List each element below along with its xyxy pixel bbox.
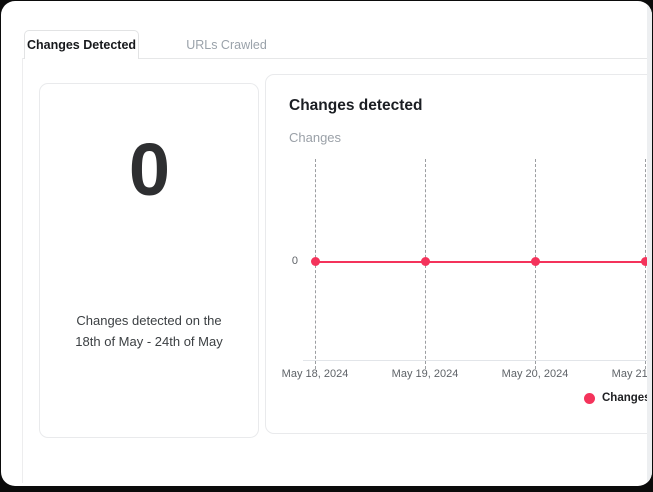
- chart-legend: Changes detected: [584, 392, 652, 404]
- tab-urls-crawled[interactable]: URLs Crawled: [161, 30, 292, 59]
- caption-line-2: 18th of May - 24th of May: [75, 334, 223, 349]
- x-tick-label: May 21, 2024: [611, 368, 652, 380]
- chart-title: Changes detected: [289, 97, 423, 114]
- tab-urls-crawled-label: URLs Crawled: [186, 37, 267, 52]
- content-area-border: [22, 58, 23, 483]
- legend-dot-icon: [584, 392, 595, 404]
- changes-count-value: 0: [128, 128, 170, 211]
- chart-y-axis-label: Changes: [289, 130, 342, 145]
- changes-series-line: [315, 260, 652, 263]
- x-tick-label: May 18, 2024: [281, 368, 349, 380]
- changes-count-caption: Changes detected on the 18th of May - 24…: [40, 310, 258, 352]
- x-axis-line: [303, 360, 652, 361]
- changes-chart-card: Changes detected Changes 0 May 18, 2024 …: [265, 74, 652, 434]
- tab-changes-detected[interactable]: Changes Detected: [24, 30, 139, 59]
- data-point-marker: [420, 257, 430, 266]
- data-point-marker: [640, 257, 650, 266]
- caption-line-1: Changes detected on the: [76, 313, 222, 328]
- y-axis-zero-tick: 0: [291, 255, 298, 267]
- tab-bar-divider: [22, 58, 647, 59]
- tab-changes-detected-label: Changes Detected: [26, 38, 137, 52]
- legend-label: Changes detected: [602, 392, 652, 404]
- data-point-marker: [530, 257, 540, 266]
- scrollbar[interactable]: [647, 1, 652, 486]
- data-point-marker: [310, 257, 320, 266]
- x-tick-label: May 19, 2024: [391, 368, 459, 380]
- changes-summary-card: 0 Changes detected on the 18th of May - …: [39, 83, 259, 438]
- x-tick-label: May 20, 2024: [501, 368, 569, 380]
